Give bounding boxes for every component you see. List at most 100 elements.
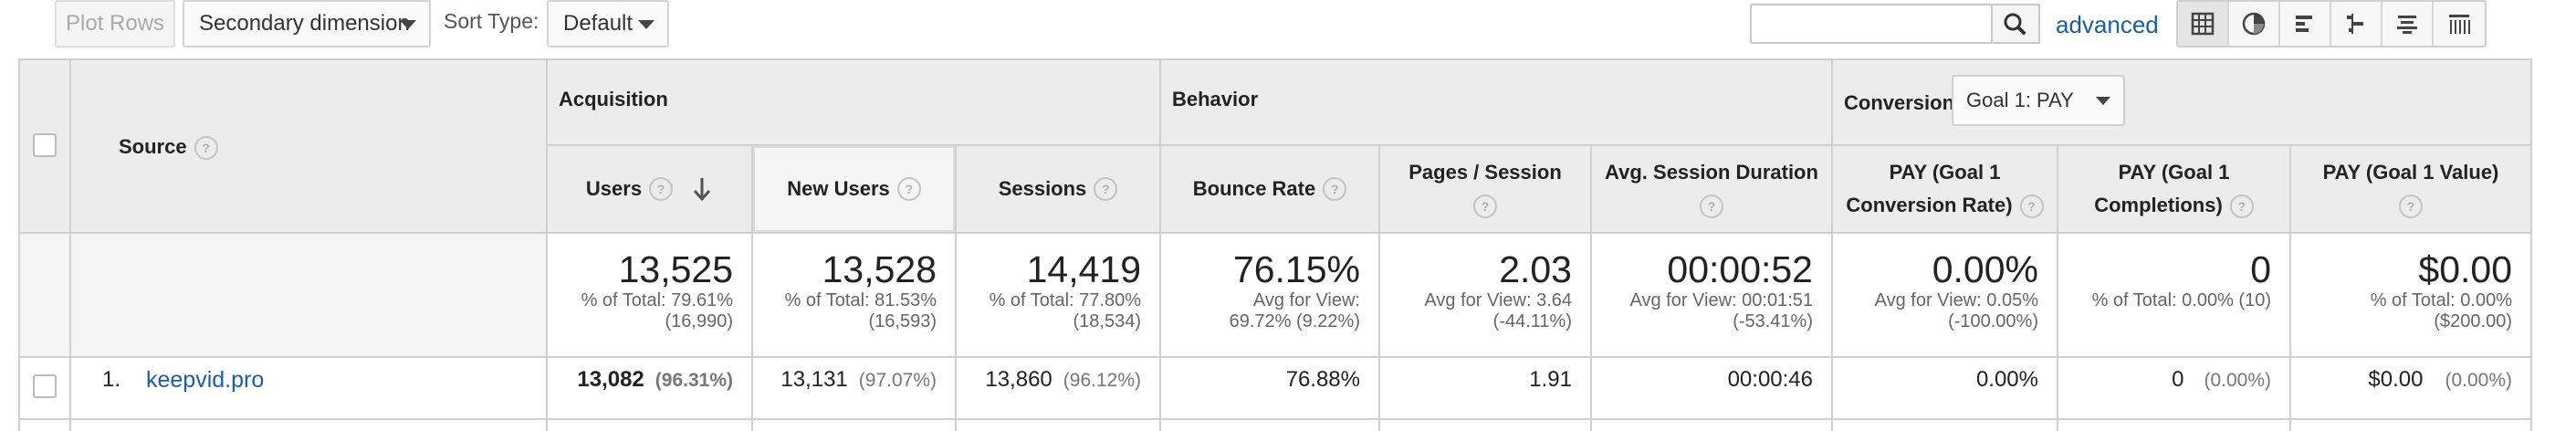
column-header-avg-session-duration[interactable]: Avg. Session Duration? [1592, 146, 1831, 232]
total-goal1-conversion-rate: 0.00% Avg for View: 0.05% (-100.00%) [1833, 234, 2057, 332]
cell-percent: (97.07%) [858, 370, 937, 391]
pivot-view-icon [2449, 15, 2470, 34]
advanced-filter-link[interactable]: advanced [2056, 11, 2159, 38]
search-input[interactable] [1750, 4, 1993, 44]
total-detail: Avg for View: 3.64 [1424, 290, 1572, 310]
help-icon[interactable]: ? [2398, 194, 2423, 219]
total-detail: (16,990) [665, 311, 734, 331]
column-header-goal1-conversion-rate[interactable]: PAY (Goal 1 Conversion Rate)? [1833, 146, 2057, 232]
total-detail: 69.72% (9.22%) [1229, 311, 1360, 331]
total-value: 14,419 [1026, 248, 1141, 290]
total-detail: Avg for View: 00:01:51 [1629, 290, 1813, 310]
column-header-label: Avg. Session Duration [1605, 161, 1818, 184]
cell-value: 76.88% [1285, 367, 1360, 392]
total-value: 13,525 [618, 248, 733, 290]
table-cell-goal1-value: $0.00 (0.00%) [2291, 365, 2530, 395]
total-value: 00:00:52 [1667, 248, 1813, 290]
cell-value: 1.91 [1529, 367, 1572, 392]
cell-percent: (96.31%) [654, 370, 733, 391]
total-value: 2.03 [1499, 248, 1572, 290]
group-behavior: Behavior [1172, 88, 1259, 110]
help-icon[interactable]: ? [1094, 177, 1118, 201]
table-cell-new-users: 13,131 (97.07%) [753, 365, 955, 395]
column-header-pages-per-session[interactable]: Pages / Session? [1380, 146, 1590, 232]
help-icon[interactable]: ? [2019, 194, 2044, 219]
cell-value: 0 [2172, 367, 2184, 392]
total-value: 13,528 [822, 248, 937, 290]
column-header-bounce-rate[interactable]: Bounce Rate? [1161, 146, 1378, 232]
goal-select-value: Goal 1: PAY [1966, 89, 2074, 111]
sort-descending-icon [693, 178, 711, 202]
column-header-label: PAY (Goal 1 Value) [2322, 161, 2499, 184]
column-header-label: PAY (Goal 1 Conversion Rate) [1846, 161, 2013, 216]
column-header-new-users[interactable]: New Users? [753, 146, 955, 232]
table-view-icon [2191, 12, 2215, 36]
column-header-label: Sessions [998, 177, 1087, 200]
secondary-dimension-dropdown[interactable]: Secondary dimension [183, 0, 431, 47]
help-icon[interactable]: ? [896, 177, 921, 201]
table-cell-pages-per-session: 1.91 [1380, 365, 1590, 394]
total-detail: (18,534) [1073, 311, 1142, 331]
total-detail: % of Total: 81.53% [784, 290, 937, 310]
help-icon[interactable]: ? [1473, 194, 1497, 219]
cell-percent: (96.12%) [1063, 370, 1141, 391]
sort-type-value: Default [563, 11, 634, 36]
help-icon[interactable]: ? [2229, 194, 2254, 219]
help-icon[interactable]: ? [1699, 194, 1723, 219]
comparison-view-button[interactable] [2331, 2, 2382, 46]
performance-view-icon [2296, 16, 2312, 32]
column-header-goal1-value[interactable]: PAY (Goal 1 Value)? [2291, 146, 2530, 232]
row-checkbox[interactable] [33, 374, 57, 398]
total-detail: Avg for View: 0.05% [1874, 290, 2038, 310]
column-header-label: Bounce Rate [1192, 177, 1316, 200]
total-value: 76.15% [1232, 248, 1360, 290]
search-button[interactable] [1993, 4, 2040, 44]
cell-percent: (0.00%) [2445, 370, 2512, 391]
column-header-label: New Users [787, 177, 890, 200]
help-icon[interactable]: ? [194, 136, 218, 161]
total-goal1-value: $0.00 % of Total: 0.00% ($200.00) [2291, 234, 2530, 332]
select-all-checkbox[interactable] [33, 133, 57, 157]
pie-view-icon [2242, 12, 2266, 36]
column-header-label: Pages / Session [1408, 161, 1562, 184]
dimension-header-source[interactable]: Source? [119, 135, 218, 161]
cell-value: 13,860 [985, 367, 1052, 392]
total-detail: Avg for View: [1252, 290, 1360, 310]
total-detail: (16,593) [868, 311, 937, 331]
cell-value: 0.00% [1975, 367, 2038, 392]
plot-rows-button[interactable]: Plot Rows [55, 0, 175, 47]
pie-view-button[interactable] [2229, 2, 2280, 46]
total-detail: (-100.00%) [1948, 311, 2038, 331]
help-icon[interactable]: ? [649, 177, 674, 201]
total-users: 13,525 % of Total: 79.61% (16,990) [548, 234, 751, 332]
sort-type-dropdown[interactable]: Default [547, 0, 669, 47]
chevron-down-icon [2096, 97, 2110, 105]
column-header-users[interactable]: Users? [548, 146, 751, 232]
total-detail: % of Total: 79.61% [581, 290, 733, 310]
table-cell-users: 13,082 (96.31%) [548, 365, 751, 395]
total-detail: % of Total: 77.80% [989, 290, 1141, 310]
term-cloud-view-icon [2397, 16, 2417, 34]
totals-values-bg [546, 232, 2532, 356]
column-header-label: PAY (Goal 1 Completions) [2094, 161, 2230, 216]
column-header-label: Users [585, 177, 643, 200]
total-value: $0.00 [2418, 248, 2512, 290]
column-header-goal1-completions[interactable]: PAY (Goal 1 Completions)? [2058, 146, 2289, 232]
help-icon[interactable]: ? [1323, 177, 1347, 201]
total-detail: (-44.11%) [1492, 311, 1572, 331]
cell-percent: (0.00%) [2204, 370, 2271, 391]
pivot-view-button[interactable] [2434, 2, 2485, 46]
table-cell-goal1-conversion-rate: 0.00% [1833, 365, 2057, 394]
report-table: Source? Acquisition Behavior Conversions… [18, 58, 2532, 431]
performance-view-button[interactable] [2280, 2, 2331, 46]
row-source-link[interactable]: keepvid.pro [146, 367, 265, 393]
goal-select-dropdown[interactable]: Goal 1: PAY [1952, 75, 2125, 126]
search-icon [2004, 13, 2026, 35]
column-header-sessions[interactable]: Sessions? [957, 146, 1159, 232]
total-value: 0.00% [1932, 248, 2038, 290]
total-bounce-rate: 76.15% Avg for View: 69.72% (9.22%) [1161, 234, 1378, 332]
term-cloud-view-button[interactable] [2382, 2, 2434, 46]
table-cell-goal1-completions: 0 (0.00%) [2058, 365, 2289, 395]
table-view-button[interactable] [2178, 2, 2229, 46]
row-index: 1. [102, 367, 121, 392]
